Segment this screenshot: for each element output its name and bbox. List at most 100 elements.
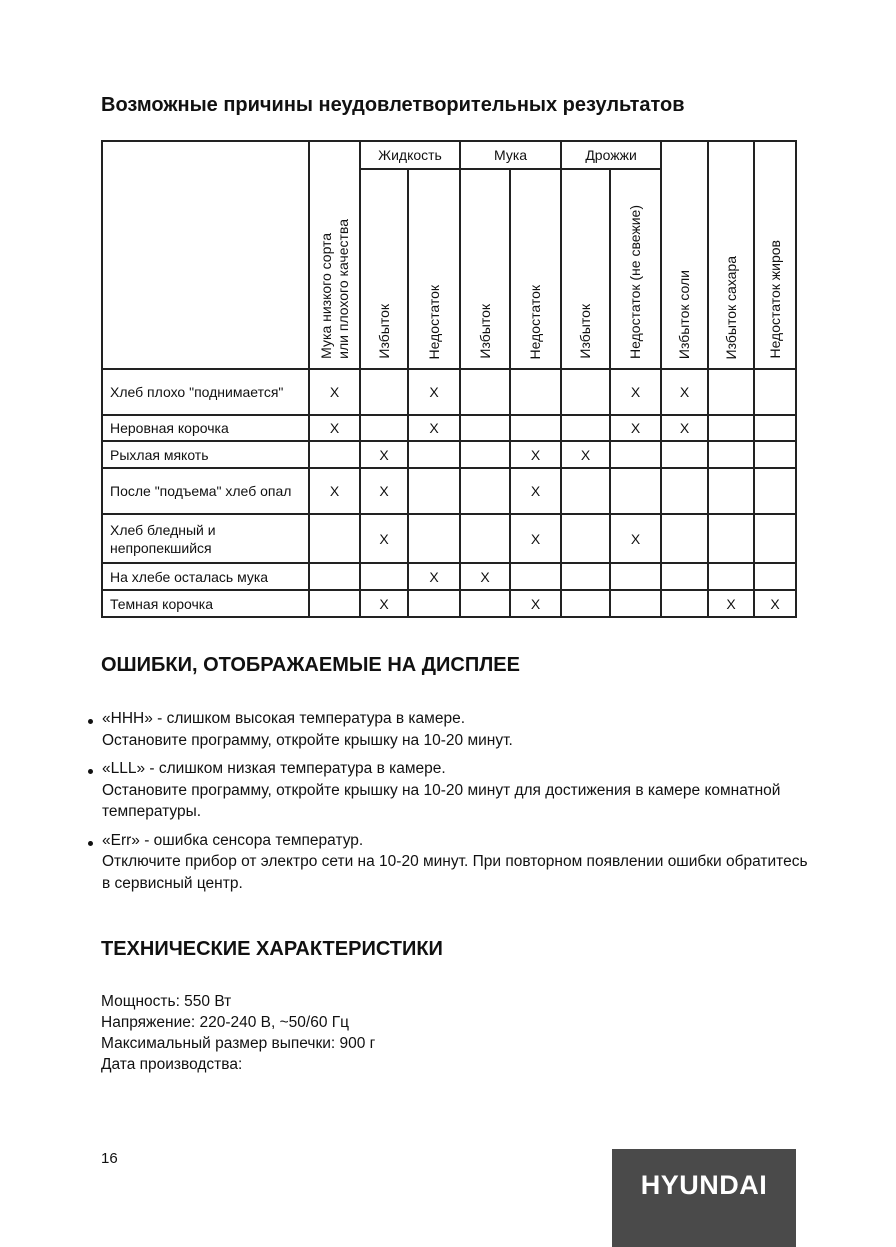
row-label: Хлеб плохо "поднимается" [101,368,310,416]
cause-cell [406,513,462,564]
row-label: После "подъема" хлеб опал [101,467,310,515]
group-header: Жидкость [358,140,462,170]
row-label: Неровная корочка [101,414,310,442]
cause-cell [359,414,409,442]
cause-cell [359,368,409,416]
column-header: Недостаток [509,168,563,370]
spec-voltage: Напряжение: 220-240 В, ~50/60 Гц [101,1014,350,1031]
column-header: Избыток [359,168,409,370]
cause-cell: X [707,589,756,618]
column-header: Мука низкого сорта или плохого качества [308,140,361,370]
cause-cell [560,414,612,442]
corner-cell [101,140,310,370]
cause-cell: X [509,440,563,469]
cause-cell: X [359,589,409,618]
cause-cell [406,589,462,618]
cause-cell [753,368,798,416]
cause-cell: X [406,368,462,416]
hyundai-logo: HYUNDAI [612,1149,796,1247]
error-list: «HHH» - слишком высокая температура в ка… [88,708,808,901]
cause-cell [308,513,361,564]
cause-cell: X [359,467,409,515]
cause-cell: X [509,467,563,515]
cause-cell [459,589,512,618]
cause-cell [660,513,710,564]
cause-cell [459,467,512,515]
cause-cell [560,513,612,564]
specs-list: Мощность: 550 Вт Напряжение: 220-240 В, … [101,991,375,1075]
row-label: Хлеб бледный и непропекшийся [101,513,310,564]
cause-cell: X [609,513,663,564]
table-row: Рыхлая мякоть X X X [101,440,798,469]
cause-cell: X [509,589,563,618]
cause-cell: X [609,414,663,442]
cause-cell: X [753,589,798,618]
cause-cell [459,368,512,416]
spec-power: Мощность: 550 Вт [101,993,232,1010]
table-row: На хлебе осталась мука X X [101,562,798,591]
cause-cell [509,368,563,416]
error-action: Остановите программу, откройте крышку на… [102,781,781,821]
cause-cell [560,467,612,515]
cause-cell [509,562,563,591]
column-header: Избыток [560,168,612,370]
cause-cell [707,414,756,442]
cause-cell: X [308,414,361,442]
cause-cell [753,513,798,564]
error-item: «HHH» - слишком высокая температура в ка… [88,708,808,751]
section-title-causes: Возможные причины неудовлетворительных р… [101,94,685,116]
table-row: Темная корочка X X X X [101,589,798,618]
cause-cell [660,440,710,469]
cause-cell [459,513,512,564]
cause-cell [609,589,663,618]
error-item: «LLL» - слишком низкая температура в кам… [88,758,808,823]
cause-cell [509,414,563,442]
cause-cell [459,414,512,442]
row-label: Темная корочка [101,589,310,618]
column-header: Недостаток [406,168,462,370]
cause-cell [753,414,798,442]
causes-table: Мука низкого сорта или плохого качества … [101,140,798,618]
column-header: Недостаток (не свежие) [609,168,663,370]
group-header: Дрожжи [560,140,663,170]
table-row: Хлеб плохо "поднимается" X X X X [101,368,798,416]
section-title-specs: ТЕХНИЧЕСКИЕ ХАРАКТЕРИСТИКИ [101,938,443,960]
cause-cell [406,440,462,469]
cause-cell [707,562,756,591]
cause-cell [753,562,798,591]
cause-cell [308,589,361,618]
cause-cell: X [308,368,361,416]
table-row: Неровная корочка X X X X [101,414,798,442]
error-action: Остановите программу, откройте крышку на… [102,731,513,749]
column-header: Недостаток жиров [753,140,798,370]
cause-cell: X [406,414,462,442]
error-code: «HHH» - слишком высокая температура в ка… [102,710,466,727]
cause-cell: X [406,562,462,591]
cause-cell [560,562,612,591]
cause-cell [707,467,756,515]
column-header: Избыток сахара [707,140,756,370]
cause-cell: X [660,414,710,442]
column-header: Избыток [459,168,512,370]
cause-cell [359,562,409,591]
cause-cell [707,368,756,416]
cause-cell [609,562,663,591]
cause-cell: X [359,440,409,469]
cause-cell [707,513,756,564]
error-action: Отключите прибор от электро сети на 10-2… [102,853,808,892]
cause-cell [308,440,361,469]
cause-cell [308,562,361,591]
cause-cell [660,589,710,618]
row-label: На хлебе осталась мука [101,562,310,591]
spec-max-size: Максимальный размер выпечки: 900 г [101,1035,376,1052]
cause-cell [406,467,462,515]
cause-cell [660,562,710,591]
cause-cell [560,368,612,416]
cause-cell [753,440,798,469]
cause-cell [609,467,663,515]
cause-cell: X [660,368,710,416]
error-item: «Err» - ошибка сенсора температур. Отключ… [88,830,808,895]
row-label: Рыхлая мякоть [101,440,310,469]
error-code: «Err» - ошибка сенсора температур. [102,831,364,849]
